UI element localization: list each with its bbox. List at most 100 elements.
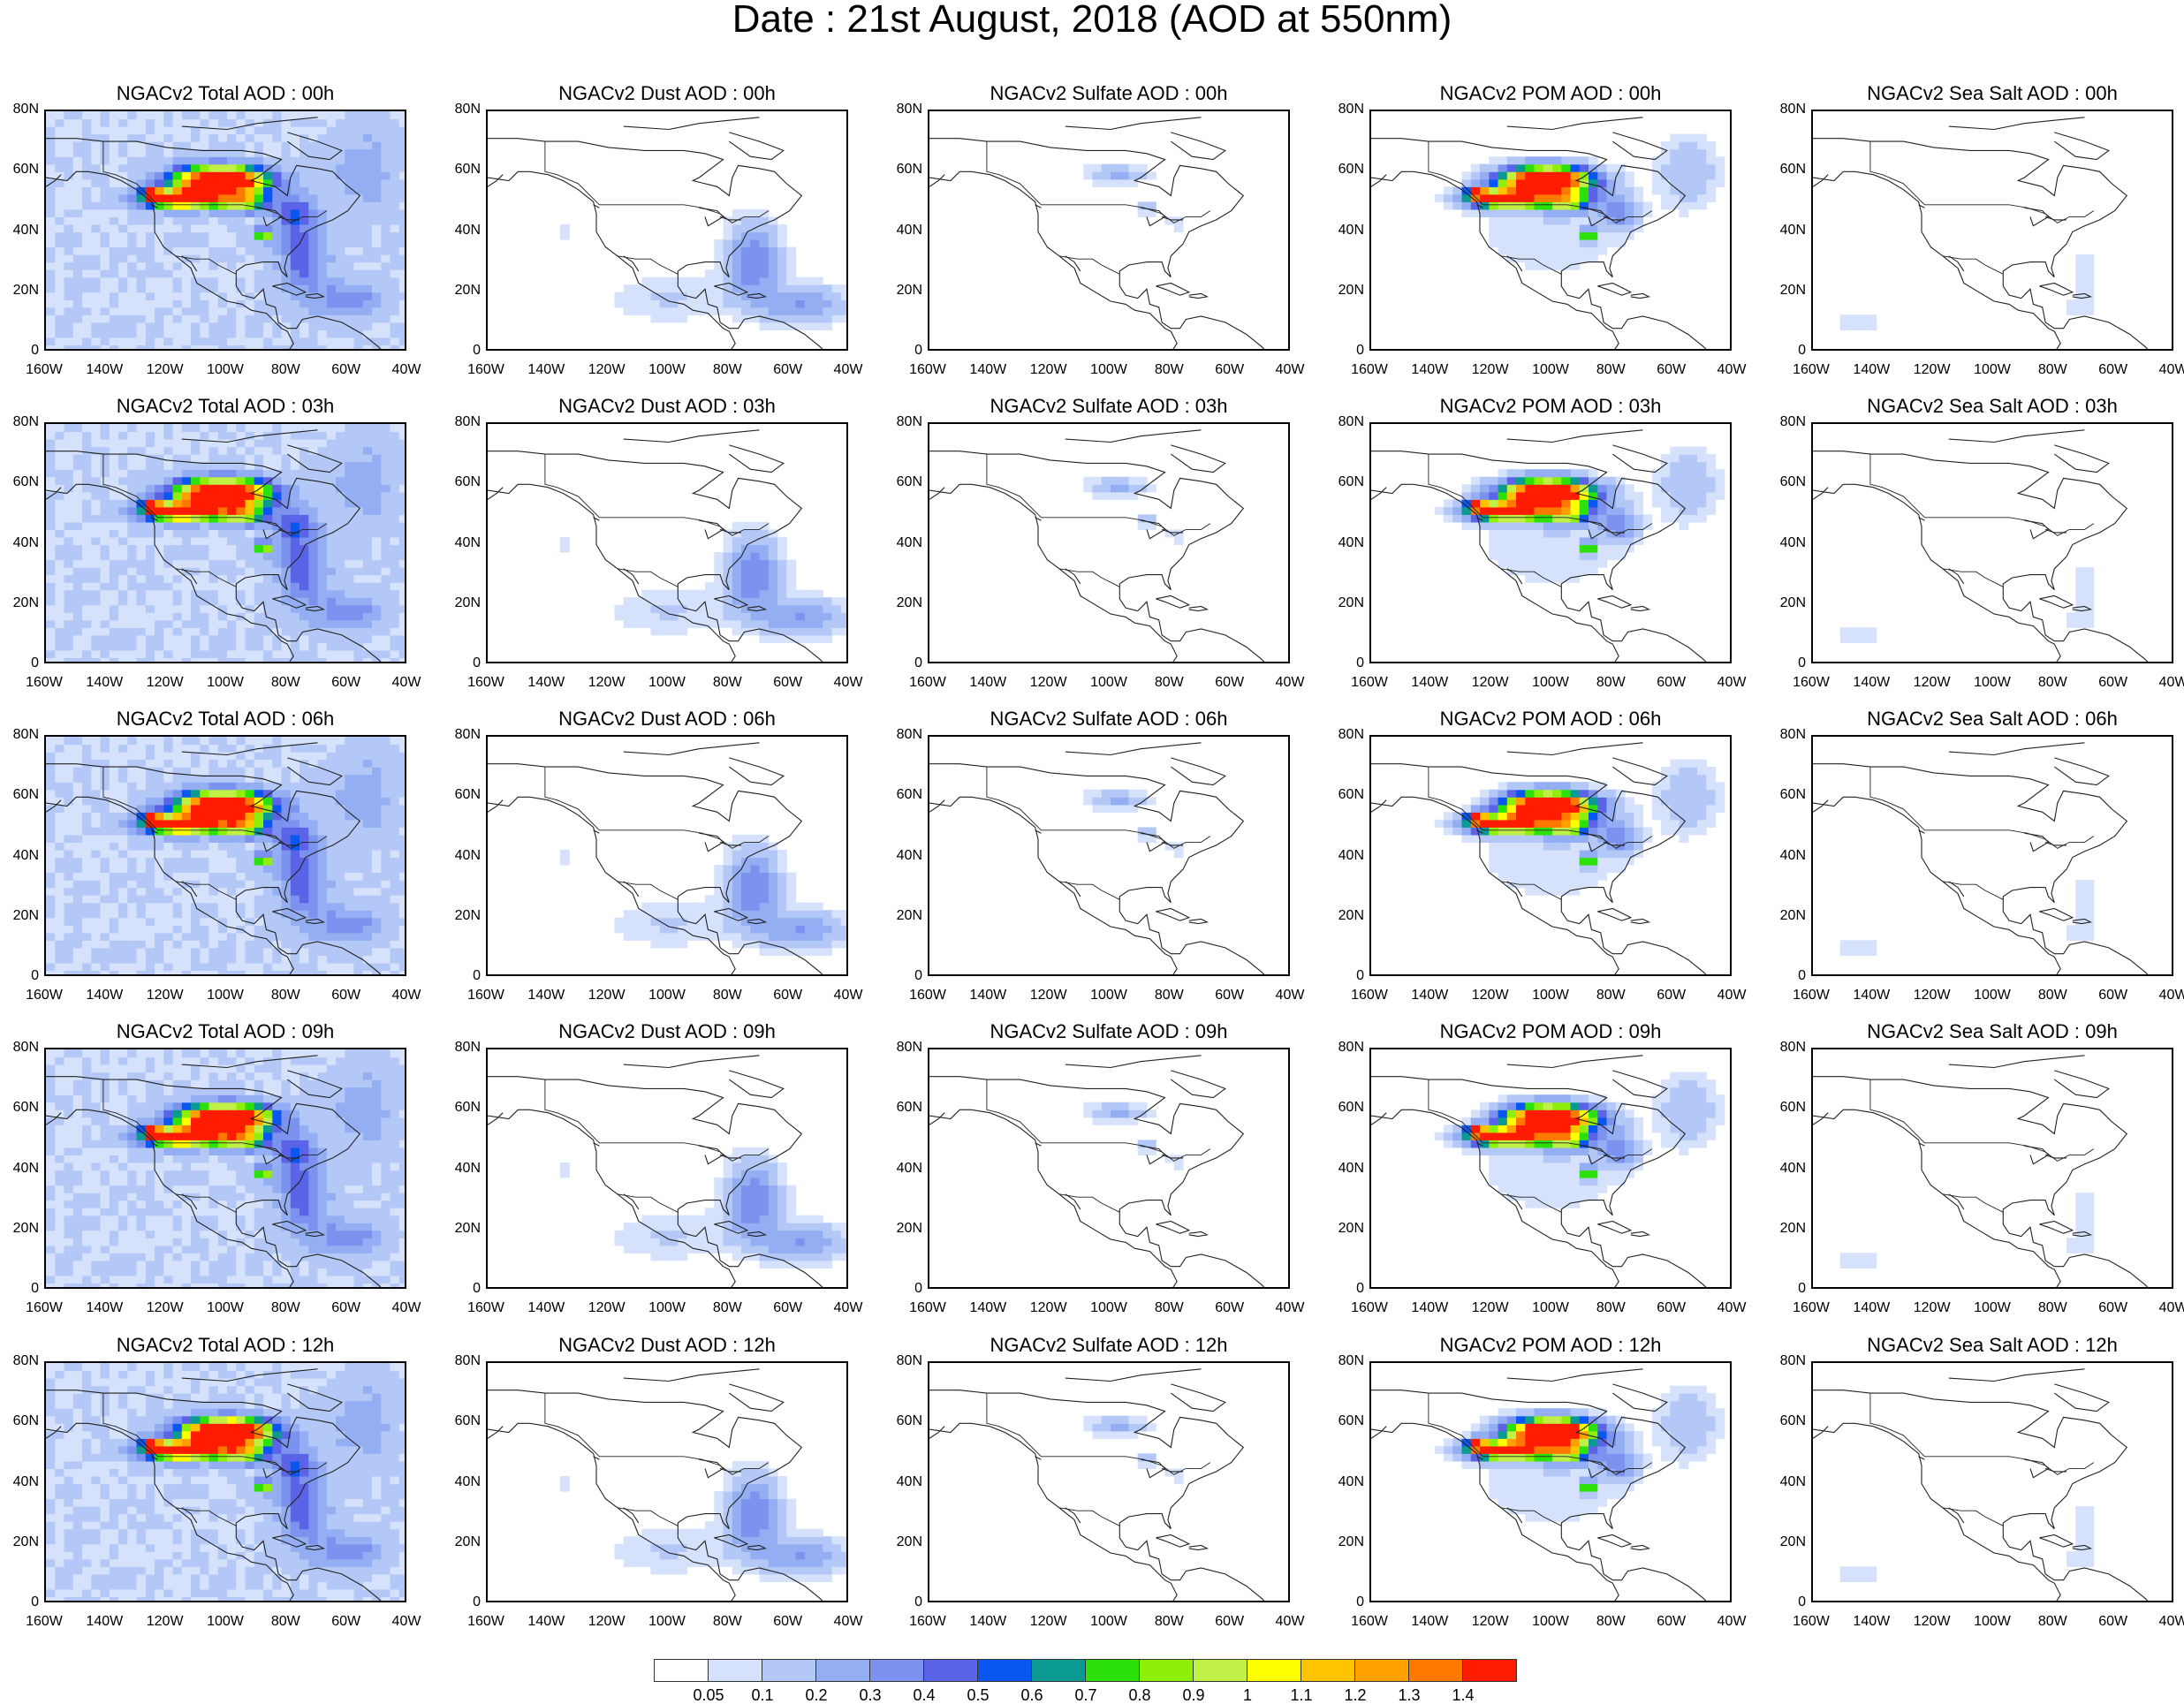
- aod-cell: [354, 484, 364, 492]
- aod-cell: [327, 650, 337, 658]
- aod-cell: [173, 424, 183, 432]
- aod-cell: [300, 499, 309, 507]
- aod-cell: [191, 507, 201, 515]
- aod-cell: [1498, 529, 1508, 537]
- aod-cell: [291, 933, 300, 941]
- aod-cell: [263, 277, 273, 285]
- aod-cell: [91, 812, 101, 820]
- aod-cell: [345, 560, 354, 568]
- aod-cell: [163, 514, 173, 522]
- aod-cell: [155, 507, 164, 515]
- aod-cell: [101, 134, 110, 142]
- aod-cell: [146, 782, 155, 790]
- aod-cell: [372, 201, 382, 209]
- aod-cell: [227, 201, 237, 209]
- aod-cell: [1543, 537, 1553, 545]
- aod-cell: [46, 627, 56, 635]
- aod-cell: [1552, 201, 1562, 209]
- aod-cell: [110, 141, 119, 149]
- aod-cell: [1607, 484, 1617, 492]
- aod-cell: [1625, 186, 1634, 194]
- aod-cell: [91, 582, 101, 590]
- lon-tick-label: 60W: [320, 363, 373, 377]
- aod-cell: [218, 642, 228, 650]
- lat-tick-label: 20N: [1767, 284, 1806, 298]
- aod-cell: [73, 895, 83, 903]
- aod-cell: [372, 262, 382, 270]
- aod-cell: [200, 590, 209, 598]
- aod-cell: [209, 797, 219, 805]
- aod-cell: [200, 545, 209, 553]
- aod-cell: [1093, 492, 1103, 500]
- aod-cell: [200, 963, 209, 971]
- lon-tick-label: 100W: [199, 676, 252, 690]
- aod-cell: [209, 269, 219, 277]
- aod-cell: [246, 156, 255, 164]
- aod-cell: [308, 484, 318, 492]
- aod-cell: [218, 239, 228, 247]
- panel-title: NGACv2 Total AOD : 00h: [40, 83, 411, 104]
- aod-cell: [308, 858, 318, 866]
- aod-cell: [227, 767, 237, 775]
- aod-cell: [1607, 514, 1617, 522]
- aod-cell: [354, 337, 364, 345]
- aod-cell: [91, 752, 101, 760]
- aod-cell: [110, 186, 119, 194]
- aod-cell: [741, 582, 751, 590]
- aod-cell: [1552, 529, 1562, 537]
- lon-tick-label: 40W: [1263, 363, 1316, 377]
- aod-cell: [1580, 164, 1589, 172]
- aod-cell: [1516, 171, 1526, 179]
- aod-cell: [1589, 156, 1598, 164]
- aod-cell: [1580, 545, 1589, 553]
- aod-cell: [91, 454, 101, 462]
- aod-cell: [73, 650, 83, 658]
- aod-cell: [46, 507, 56, 515]
- lon-tick-label: 80W: [1142, 676, 1195, 690]
- aod-cell: [200, 119, 209, 127]
- aod-cell: [146, 552, 155, 560]
- aod-cell: [1525, 262, 1535, 270]
- aod-cell: [137, 439, 147, 447]
- aod-cell: [399, 597, 406, 605]
- aod-cell: [777, 545, 787, 553]
- aod-cell: [1561, 164, 1571, 172]
- aod-cell: [118, 948, 128, 956]
- aod-cell: [236, 545, 246, 553]
- aod-cell: [282, 111, 292, 119]
- aod-cell: [1462, 179, 1472, 187]
- aod-cell: [363, 171, 373, 179]
- aod-cell: [46, 963, 56, 971]
- aod-cell: [1543, 232, 1553, 240]
- aod-cell: [732, 522, 742, 530]
- aod-cell: [1083, 484, 1093, 492]
- aod-cell: [127, 737, 137, 745]
- lat-tick-label: 0: [1325, 656, 1364, 670]
- aod-cell: [209, 499, 219, 507]
- aod-cell: [246, 499, 255, 507]
- aod-cell: [1571, 567, 1581, 575]
- aod-cell: [769, 582, 778, 590]
- aod-cell: [300, 752, 309, 760]
- aod-cell: [1543, 216, 1553, 224]
- aod-cell: [705, 612, 715, 620]
- aod-cell: [236, 201, 246, 209]
- aod-cell: [282, 514, 292, 522]
- aod-cell: [760, 284, 770, 292]
- coastline: [488, 175, 503, 187]
- aod-cell: [55, 865, 64, 873]
- aod-cell: [227, 454, 237, 462]
- aod-cell: [101, 620, 110, 628]
- aod-cell: [1571, 156, 1581, 164]
- aod-cell: [363, 119, 373, 127]
- aod-cell: [263, 752, 273, 760]
- aod-cell: [1580, 469, 1589, 477]
- aod-cell: [1643, 201, 1653, 209]
- aod-cell: [1706, 186, 1716, 194]
- aod-cell: [354, 232, 364, 240]
- aod-cell: [46, 918, 56, 926]
- aod-cell: [399, 658, 406, 664]
- aod-cell: [137, 650, 147, 658]
- aod-cell: [660, 597, 670, 605]
- aod-cell: [173, 635, 183, 643]
